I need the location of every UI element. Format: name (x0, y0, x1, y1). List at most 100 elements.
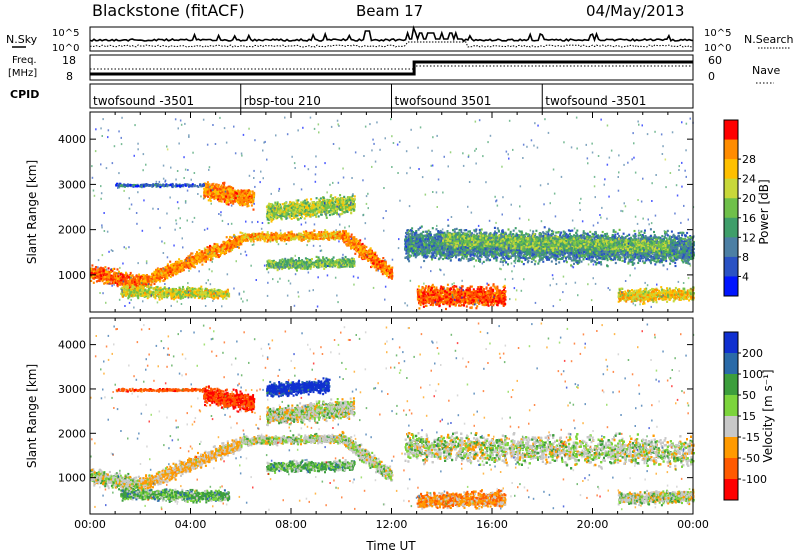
rti-cell (161, 270, 164, 273)
rti-cell (213, 252, 216, 255)
rti-cell (229, 240, 231, 243)
rti-cell (214, 250, 217, 253)
rti-cell (265, 234, 268, 237)
rti-cell (228, 238, 231, 241)
rti-cell (292, 234, 294, 238)
rti-cell (195, 292, 198, 295)
rti-cell (130, 294, 133, 297)
rti-cell (190, 258, 193, 262)
rti-cell (181, 266, 184, 269)
rti-cell (166, 263, 169, 266)
rti-cell (310, 233, 313, 236)
rti-cell (124, 278, 127, 281)
rti-cell (139, 293, 142, 296)
rti-cell (189, 267, 192, 270)
rti-cell (253, 237, 256, 240)
rti-cell (166, 274, 169, 277)
rti-cell (98, 274, 101, 277)
rti-cell (347, 232, 350, 235)
rti-cell (154, 273, 157, 276)
rti-cell (182, 262, 185, 265)
rti-cell (274, 233, 277, 236)
rti-cell (242, 237, 245, 240)
rti-cell (229, 201, 232, 204)
rti-cell (245, 198, 248, 201)
rti-cell (168, 269, 171, 272)
rti-cell (280, 239, 283, 242)
rti-cell (163, 292, 166, 295)
rti-cell (185, 293, 188, 296)
rti-cell (187, 258, 189, 261)
rti-cell (225, 201, 228, 204)
rti-cell (213, 248, 216, 251)
rti-cell (372, 262, 375, 265)
rti-cell (343, 236, 346, 239)
rti-cell (127, 276, 130, 279)
rti-cell (205, 260, 207, 263)
rti-cell (90, 271, 93, 274)
rti-cell (249, 197, 252, 200)
rti-cell (233, 240, 236, 244)
cpid-segment-label: twofsound 3501 (395, 94, 492, 108)
rti-cell (153, 272, 156, 275)
rti-cell (204, 291, 207, 294)
rti-cell (275, 238, 278, 241)
rti-cell (219, 254, 221, 257)
rti-cell (370, 252, 373, 255)
rti-cell (272, 232, 275, 236)
rti-cell (283, 240, 286, 243)
rti-cell (226, 199, 229, 202)
rti-cell (159, 275, 162, 278)
rti-cell (276, 234, 279, 237)
rti-cell (306, 231, 309, 234)
rti-cell (209, 291, 212, 294)
rti-cell (191, 262, 194, 265)
rti-cell (201, 253, 203, 256)
rti-cell (161, 276, 163, 279)
rti-cell (142, 278, 145, 281)
rti-cell (128, 288, 131, 291)
rti-cell (188, 267, 191, 270)
rti-cell (144, 279, 147, 282)
rti-cell (308, 239, 311, 242)
rti-cell (221, 244, 224, 247)
rti-cell (383, 269, 386, 272)
rti-cell (205, 294, 207, 297)
rti-cell (257, 238, 259, 241)
rti-cell (356, 247, 359, 250)
rti-cell (149, 283, 152, 286)
rti-cell (112, 281, 115, 284)
rti-cell (176, 268, 179, 271)
rti-cell (95, 266, 98, 269)
rti-cell (123, 274, 126, 277)
rti-cell (150, 278, 153, 281)
rti-cell (371, 265, 374, 268)
rti-cell (119, 272, 122, 275)
rti-cell (260, 236, 263, 239)
rti-cell (200, 251, 203, 254)
rti-cell (237, 243, 240, 246)
rti-cell (321, 237, 324, 240)
rti-cell (106, 270, 109, 274)
rti-cell (206, 251, 209, 254)
rti-cell (316, 237, 319, 240)
rti-cell (243, 235, 246, 238)
rti-cell (122, 278, 125, 281)
rti-cell (171, 268, 174, 271)
rti-cell (141, 275, 144, 279)
rti-cell (104, 266, 107, 269)
rti-cell (126, 282, 129, 285)
rti-cell (344, 238, 347, 241)
rti-cell (226, 246, 229, 249)
rti-cell (174, 297, 177, 300)
rti-cell (150, 275, 153, 278)
rti-cell (244, 236, 247, 239)
rti-cell (225, 195, 228, 198)
rti-cell (227, 203, 230, 206)
rti-cell (235, 237, 237, 240)
rti-cell (271, 234, 273, 237)
rti-cell (221, 247, 224, 250)
rti-cell (147, 280, 150, 283)
rti-cell (204, 258, 207, 261)
rti-cell (174, 272, 177, 275)
